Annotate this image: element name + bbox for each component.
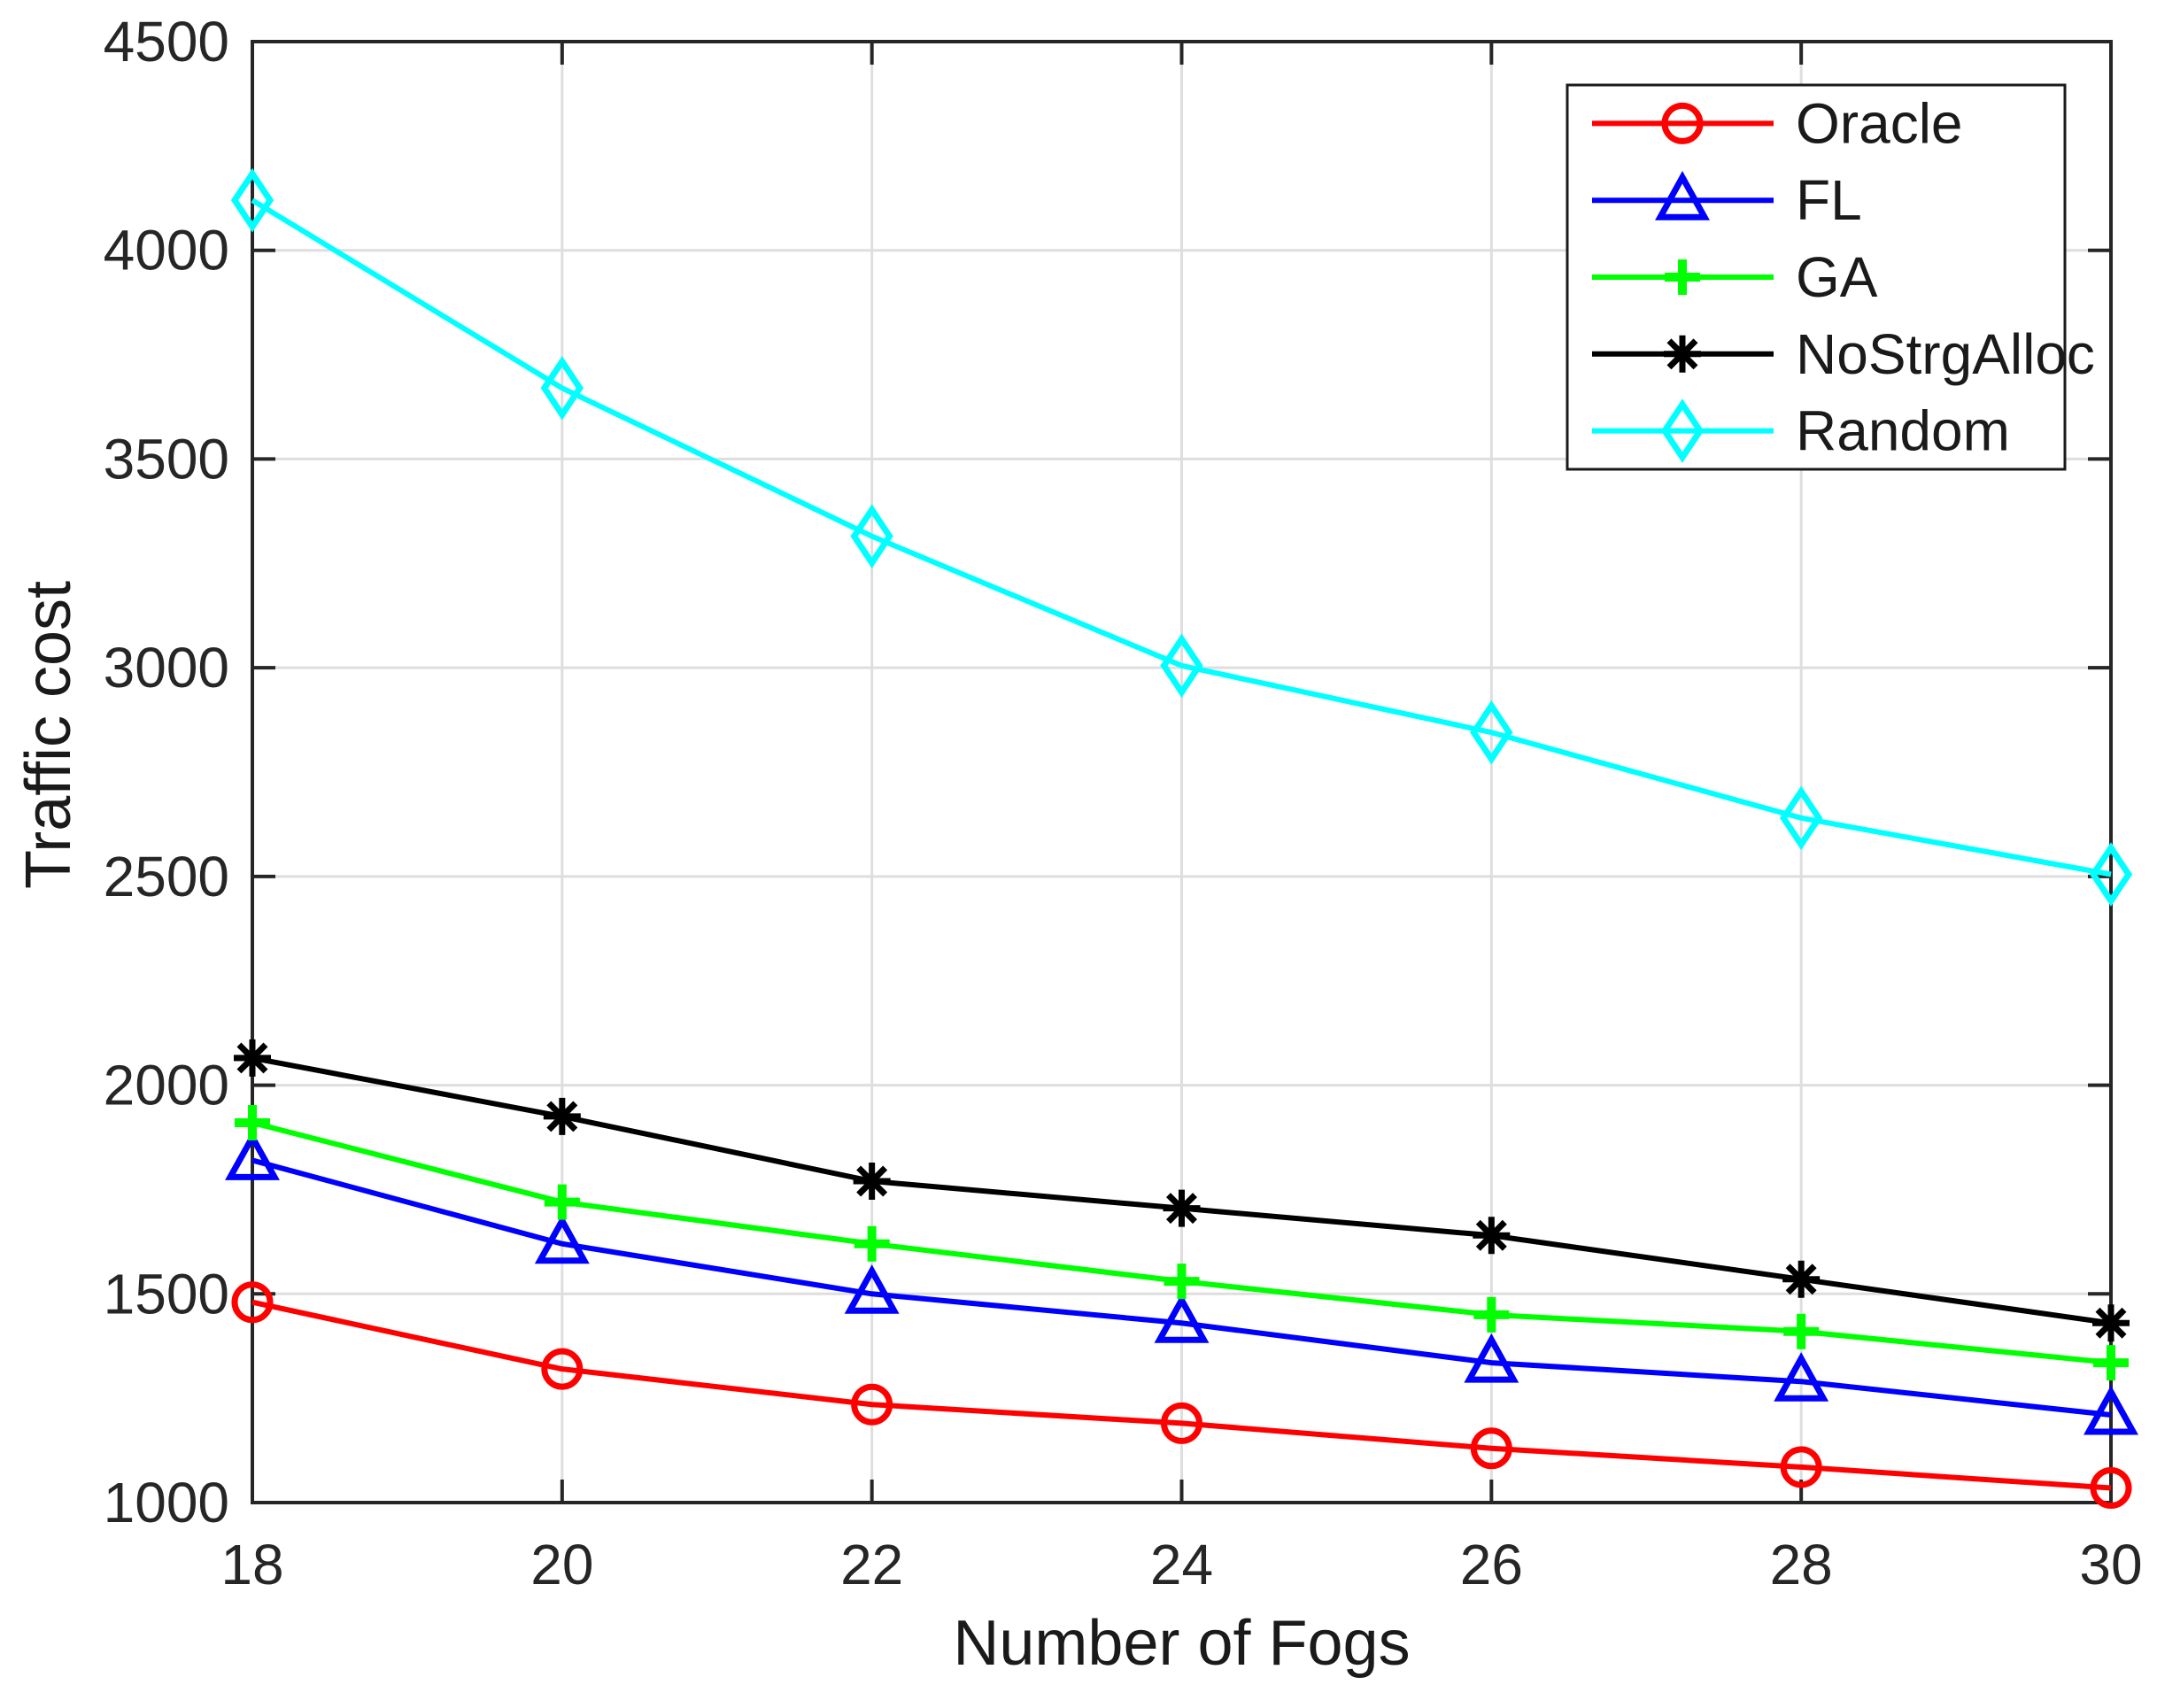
- tick-label-x-28: 28: [1770, 1533, 1833, 1596]
- tick-label-y-2500: 2500: [104, 845, 229, 908]
- tick-label-y-2000: 2000: [104, 1054, 229, 1117]
- legend-item-FL: FL: [1592, 168, 1862, 232]
- tick-label-x-20: 20: [530, 1533, 593, 1596]
- marker-NoStrgAlloc-x22: [853, 1163, 891, 1200]
- tick-label-x-18: 18: [220, 1533, 283, 1596]
- marker-FL-x26: [1464, 1333, 1519, 1383]
- tick-label-y-1000: 1000: [104, 1471, 229, 1534]
- series-GA: [235, 1105, 2129, 1381]
- marker-Oracle-x24: [1161, 1402, 1202, 1444]
- series-NoStrgAlloc: [234, 1039, 2130, 1342]
- marker-Random-x26: [1470, 699, 1513, 765]
- marker-GA-x26: [1473, 1296, 1510, 1333]
- marker-Random-x30: [2089, 842, 2133, 907]
- marker-Random-x24: [1160, 633, 1203, 699]
- marker-NoStrgAlloc-x24: [1163, 1189, 1201, 1227]
- tick-label-y-1500: 1500: [104, 1262, 229, 1325]
- marker-GA-x30: [2093, 1345, 2129, 1381]
- tick-label-y-4500: 4500: [104, 10, 229, 73]
- marker-GA-x18: [235, 1105, 270, 1140]
- legend-item-GA: GA: [1592, 245, 1878, 309]
- marker-GA-x22: [854, 1225, 890, 1262]
- legend-label-NoStrgAlloc: NoStrgAlloc: [1796, 322, 2095, 386]
- marker-GA-x28: [1783, 1313, 1820, 1349]
- marker-FL-x30: [2084, 1385, 2138, 1435]
- tick-label-x-30: 30: [2079, 1533, 2142, 1596]
- marker-NoStrgAlloc-x20: [543, 1097, 581, 1135]
- series-line-Oracle: [251, 1299, 2112, 1491]
- series-Oracle: [231, 1281, 2132, 1509]
- tick-label-x-24: 24: [1150, 1533, 1213, 1596]
- marker-Oracle-x30: [2090, 1467, 2132, 1509]
- tick-label-x-22: 22: [840, 1533, 903, 1596]
- y-axis-label: Traffic cost: [13, 581, 84, 889]
- marker-FL-x20: [534, 1214, 590, 1264]
- series-FL: [225, 1131, 2138, 1435]
- legend-label-GA: GA: [1796, 245, 1878, 309]
- marker-GA-x20: [544, 1184, 580, 1220]
- marker-NoStrgAlloc-x30: [2092, 1304, 2130, 1342]
- marker-Oracle-x22: [851, 1383, 893, 1426]
- series-line-Random: [251, 197, 2112, 877]
- legend-label-Random: Random: [1796, 399, 2010, 463]
- marker-FL-x28: [1774, 1352, 1829, 1402]
- legend-label-Oracle: Oracle: [1796, 91, 1963, 155]
- axis-ticks: [251, 40, 2113, 1504]
- marker-FL-x18: [225, 1131, 280, 1180]
- tick-label-y-3500: 3500: [104, 427, 229, 491]
- series-line-FL: [251, 1157, 2112, 1418]
- tick-label-y-3000: 3000: [104, 636, 229, 699]
- marker-Random-x22: [850, 504, 893, 568]
- series-Random: [230, 167, 2133, 907]
- marker-Random-x28: [1779, 785, 1823, 851]
- x-axis-label: Number of Fogs: [953, 1608, 1410, 1679]
- legend-item-NoStrgAlloc: NoStrgAlloc: [1592, 322, 2095, 386]
- marker-NoStrgAlloc-x26: [1473, 1217, 1511, 1255]
- marker-FL-x24: [1154, 1294, 1210, 1343]
- marker-NoStrgAlloc-x28: [1782, 1260, 1821, 1298]
- tick-label-x-26: 26: [1460, 1533, 1523, 1596]
- marker-NoStrgAlloc-x18: [234, 1039, 271, 1077]
- marker-GA-x24: [1164, 1264, 1200, 1300]
- legend-marker-NoStrgAlloc-icon: [1664, 335, 1701, 373]
- legend: Oracle FL GA NoStrgAlloc Random: [1566, 83, 2095, 471]
- marker-Oracle-x26: [1470, 1427, 1512, 1470]
- marker-Oracle-x18: [231, 1281, 274, 1324]
- legend-marker-Oracle-icon: [1661, 102, 1704, 144]
- legend-label-FL: FL: [1796, 168, 1862, 232]
- marker-Oracle-x20: [541, 1348, 584, 1390]
- marker-FL-x22: [844, 1264, 900, 1314]
- legend-item-Oracle: Oracle: [1592, 91, 1963, 155]
- legend-item-Random: Random: [1592, 398, 2010, 463]
- marker-Oracle-x28: [1780, 1446, 1822, 1488]
- marker-Random-x18: [230, 167, 274, 233]
- tick-label-y-4000: 4000: [104, 219, 229, 282]
- marker-Random-x20: [540, 355, 584, 421]
- legend-marker-FL-icon: [1655, 170, 1710, 220]
- legend-marker-GA-icon: [1665, 259, 1700, 295]
- legend-marker-Random-icon: [1660, 398, 1705, 463]
